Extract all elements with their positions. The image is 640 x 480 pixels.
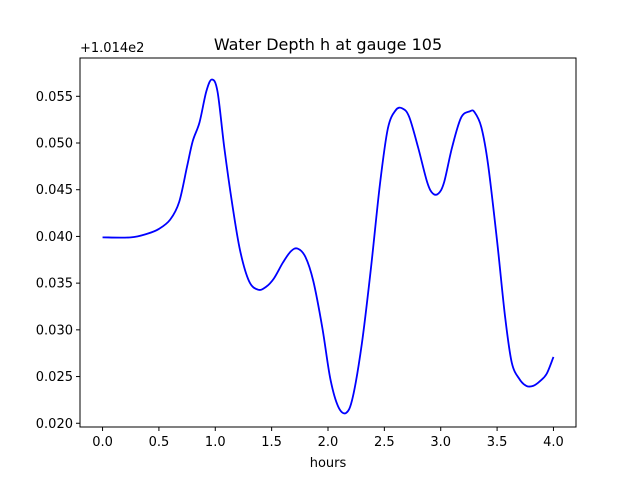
plot-frame	[79, 57, 577, 428]
x-tick-label: 1.0	[205, 435, 226, 450]
y-tick-label: 0.045	[36, 183, 73, 198]
series-line	[102, 78, 555, 415]
x-tick-label: 2.0	[318, 435, 339, 450]
x-tick-label: 0.5	[149, 435, 170, 450]
y-axis-ticks: 0.020 0.025 0.030 0.035 0.040 0.045 0.050 0.055	[36, 90, 80, 432]
x-tick-label: 3.5	[487, 435, 508, 450]
x-tick-label: 4.0	[543, 435, 564, 450]
y-tick-label: 0.025	[36, 370, 73, 385]
x-tick-label: 2.5	[374, 435, 395, 450]
y-tick-label: 0.050	[36, 137, 73, 152]
x-tick-label: 0.0	[92, 435, 113, 450]
plot-layer	[102, 78, 555, 415]
y-tick-label: 0.035	[36, 277, 73, 292]
x-tick-label: 3.0	[430, 435, 451, 450]
y-tick-label: 0.040	[36, 230, 73, 245]
x-tick-label: 1.5	[261, 435, 282, 450]
chart-title: Water Depth h at gauge 105	[214, 35, 442, 54]
y-tick-label: 0.055	[36, 90, 73, 105]
y-axis-offset: +1.014e2	[80, 41, 144, 56]
x-axis-ticks: 0.0 0.5 1.0 1.5 2.0 2.5 3.0 3.5 4.0	[92, 427, 564, 450]
y-tick-label: 0.020	[36, 417, 73, 432]
x-axis-label: hours	[310, 456, 347, 471]
y-tick-label: 0.030	[36, 323, 73, 338]
